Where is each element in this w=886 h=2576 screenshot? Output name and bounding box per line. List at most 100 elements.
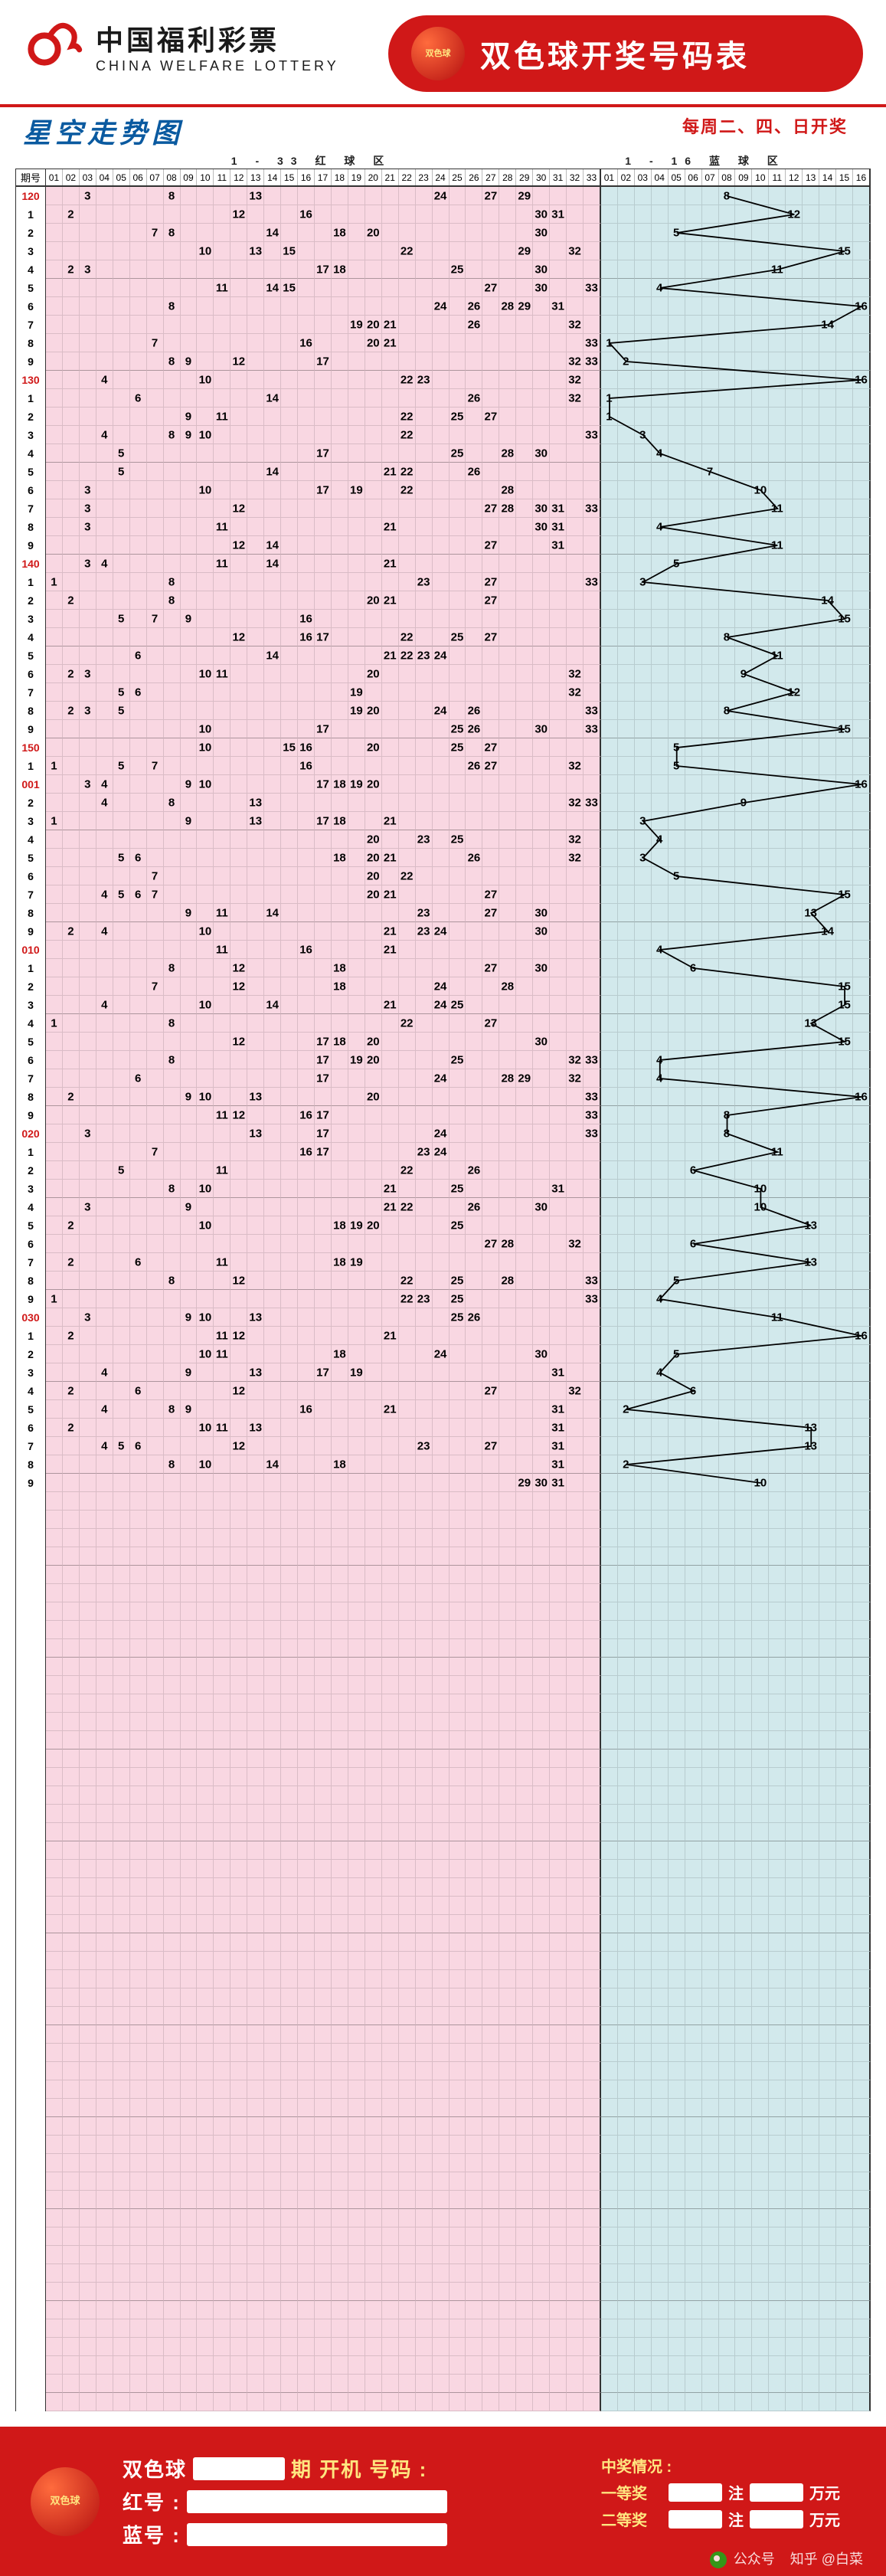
red-cell: 10	[197, 1345, 214, 1363]
red-cell: 3	[80, 702, 96, 720]
blue-cell	[819, 573, 836, 591]
prize1-count-input[interactable]	[669, 2483, 722, 2502]
blue-cell	[752, 1382, 769, 1400]
blue-cell	[719, 1198, 736, 1216]
red-cell	[63, 1363, 80, 1382]
red-cell: 5	[113, 757, 130, 775]
red-cell: 1	[46, 812, 63, 830]
blue-cell: 8	[719, 1124, 736, 1143]
red-cell	[281, 794, 298, 812]
red-cell	[332, 1198, 348, 1216]
red-cell	[399, 683, 416, 702]
red-cell: 5	[113, 444, 130, 463]
blue-cell	[719, 812, 736, 830]
red-cell: 28	[499, 444, 516, 463]
red-cell	[247, 628, 264, 646]
red-cell	[214, 1363, 230, 1382]
blue-cell	[685, 1400, 702, 1419]
table-row-empty: .	[15, 2301, 871, 2319]
red-cell	[584, 260, 601, 279]
table-row: 621011133113	[15, 1419, 871, 1437]
red-cell	[80, 1161, 96, 1180]
red-cell	[584, 830, 601, 849]
blue-cell	[803, 518, 819, 536]
red-cell	[348, 1161, 365, 1180]
prize1-amount-input[interactable]	[750, 2483, 803, 2502]
red-cell	[181, 371, 198, 389]
red-cell	[450, 1474, 466, 1492]
blue-cell: 6	[685, 959, 702, 977]
prize2-amount-input[interactable]	[750, 2510, 803, 2529]
red-cell	[96, 812, 113, 830]
red-cell	[584, 1216, 601, 1235]
period-input[interactable]	[193, 2457, 285, 2480]
red-cell	[450, 1437, 466, 1455]
red-cell: 30	[533, 959, 550, 977]
red-cell	[365, 352, 382, 371]
red-cell	[147, 830, 164, 849]
blue-cell	[853, 334, 871, 352]
red-cell	[382, 665, 399, 683]
red-cell: 7	[147, 885, 164, 904]
period-cell: 5	[15, 1216, 46, 1235]
blue-cell	[635, 1455, 652, 1474]
period-cell: 4	[15, 1198, 46, 1216]
red-cell	[230, 1124, 247, 1143]
red-cell	[247, 1069, 264, 1088]
red-cell: 22	[399, 1198, 416, 1216]
red-cell: 32	[567, 683, 584, 702]
red-cell	[550, 610, 567, 628]
blue-input[interactable]	[187, 2523, 447, 2546]
red-cell	[450, 279, 466, 297]
blue-cell	[635, 1345, 652, 1363]
red-cell	[96, 683, 113, 702]
blue-cell	[702, 334, 719, 352]
red-cell	[147, 1327, 164, 1345]
blue-cell	[719, 1180, 736, 1198]
red-cell	[164, 1143, 181, 1161]
red-cell: 2	[63, 1327, 80, 1345]
red-cell	[181, 205, 198, 224]
red-cell	[130, 959, 147, 977]
red-cell	[247, 352, 264, 371]
blue-cell	[669, 316, 685, 334]
red-cell	[533, 316, 550, 334]
red-cell	[147, 702, 164, 720]
blue-cell	[853, 463, 871, 481]
red-cell	[63, 555, 80, 573]
red-input[interactable]	[187, 2490, 447, 2513]
red-cell	[550, 187, 567, 205]
blue-cell	[752, 904, 769, 922]
red-cell	[433, 794, 450, 812]
blue-cell	[836, 224, 853, 242]
blue-cell	[669, 794, 685, 812]
table-row: 52101819202513	[15, 1216, 871, 1235]
prize2-count-input[interactable]	[669, 2510, 722, 2529]
blue-cell	[601, 646, 618, 665]
red-cell	[264, 371, 281, 389]
red-cell	[416, 1382, 433, 1400]
red-cell	[164, 738, 181, 757]
red-cell	[433, 1253, 450, 1272]
red-cell: 13	[247, 242, 264, 260]
blue-cell	[853, 1198, 871, 1216]
red-cell	[46, 885, 63, 904]
red-cell	[433, 260, 450, 279]
red-cell	[281, 316, 298, 334]
red-cell: 10	[197, 738, 214, 757]
blue-cell	[635, 1088, 652, 1106]
red-cell	[63, 628, 80, 646]
red-cell	[281, 959, 298, 977]
blue-cell	[669, 481, 685, 499]
red-cell	[147, 738, 164, 757]
red-cell: 16	[298, 1143, 315, 1161]
blue-cell	[769, 187, 786, 205]
period-cell: 7	[15, 683, 46, 702]
red-cell	[63, 849, 80, 867]
red-cell	[365, 977, 382, 996]
red-cell: 28	[499, 481, 516, 499]
red-cell	[63, 1437, 80, 1455]
red-cell	[230, 738, 247, 757]
period-cell: 6	[15, 297, 46, 316]
blue-cell	[735, 1088, 752, 1106]
